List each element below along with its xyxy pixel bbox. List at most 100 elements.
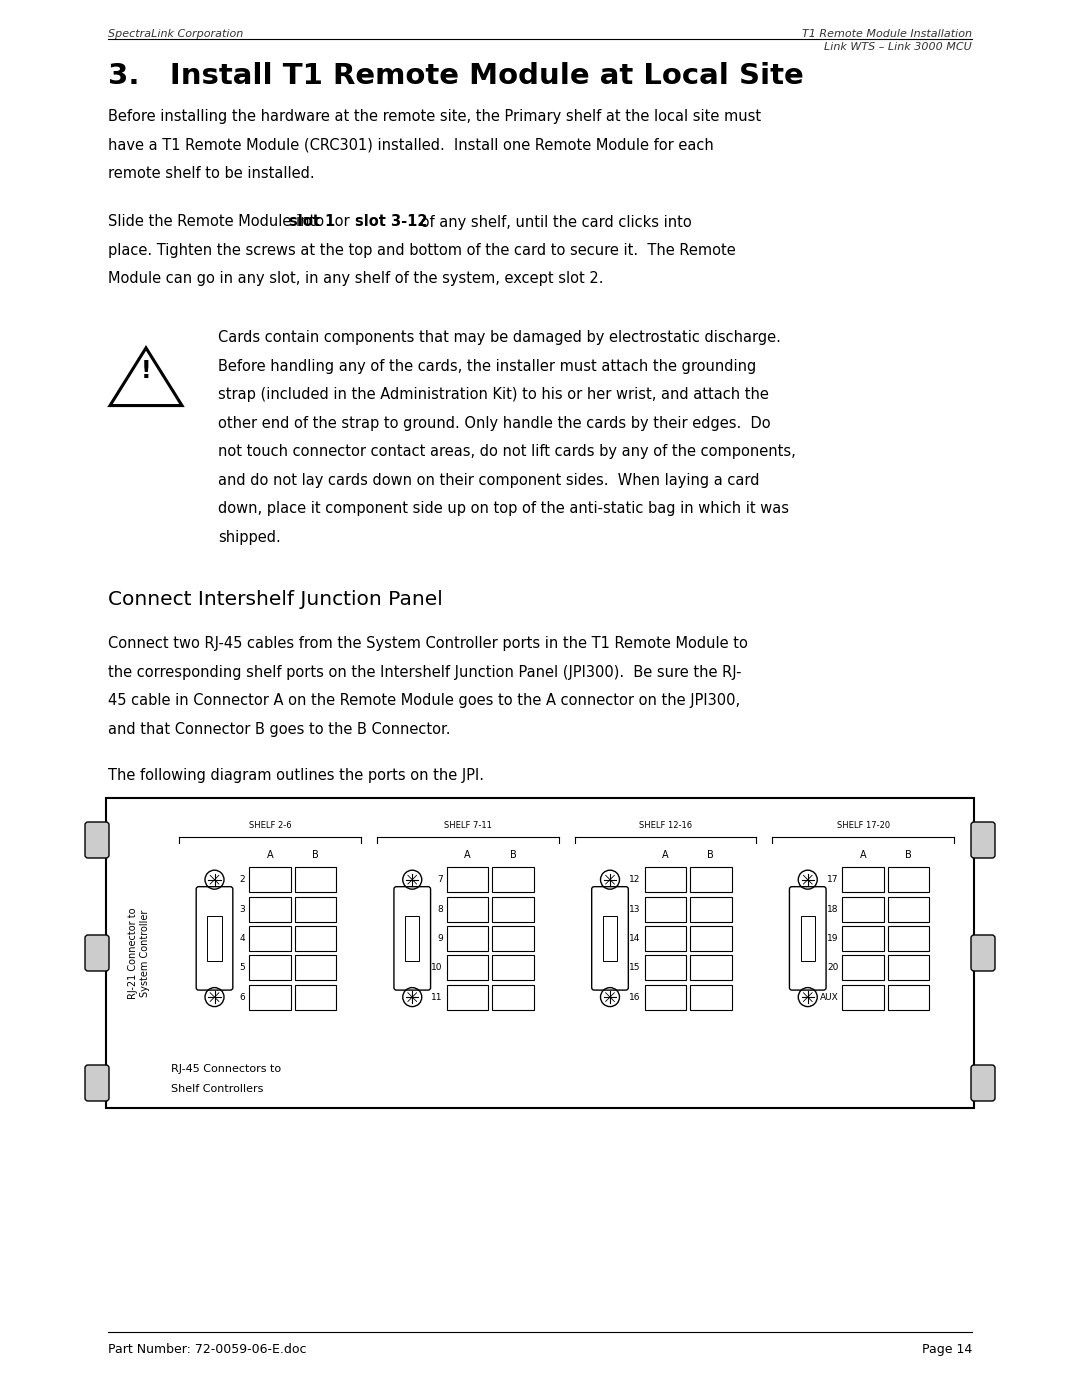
FancyBboxPatch shape bbox=[888, 868, 930, 893]
Text: T1 Remote Module Installation: T1 Remote Module Installation bbox=[802, 29, 972, 39]
FancyBboxPatch shape bbox=[888, 897, 930, 922]
FancyBboxPatch shape bbox=[249, 985, 291, 1010]
FancyBboxPatch shape bbox=[789, 887, 826, 990]
FancyBboxPatch shape bbox=[295, 926, 336, 951]
Text: AUX: AUX bbox=[820, 993, 838, 1002]
Text: Module can go in any slot, in any shelf of the system, except slot 2.: Module can go in any slot, in any shelf … bbox=[108, 271, 604, 286]
Text: 2: 2 bbox=[240, 875, 245, 884]
FancyBboxPatch shape bbox=[447, 985, 488, 1010]
Text: SHELF 7-11: SHELF 7-11 bbox=[444, 821, 491, 830]
Text: RJ-21 Connector to
System Controller: RJ-21 Connector to System Controller bbox=[129, 907, 150, 999]
Text: slot 3-12: slot 3-12 bbox=[355, 215, 428, 229]
FancyBboxPatch shape bbox=[690, 956, 731, 981]
Text: The following diagram outlines the ports on the JPI.: The following diagram outlines the ports… bbox=[108, 768, 484, 782]
Text: the corresponding shelf ports on the Intershelf Junction Panel (JPI300).  Be sur: the corresponding shelf ports on the Int… bbox=[108, 665, 742, 679]
Text: Cards contain components that may be damaged by electrostatic discharge.: Cards contain components that may be dam… bbox=[218, 330, 781, 345]
FancyBboxPatch shape bbox=[197, 887, 233, 990]
FancyBboxPatch shape bbox=[492, 985, 534, 1010]
FancyBboxPatch shape bbox=[690, 868, 731, 893]
FancyBboxPatch shape bbox=[842, 926, 883, 951]
Text: strap (included in the Administration Kit) to his or her wrist, and attach the: strap (included in the Administration Ki… bbox=[218, 387, 769, 402]
Text: Link WTS – Link 3000 MCU: Link WTS – Link 3000 MCU bbox=[824, 42, 972, 52]
FancyBboxPatch shape bbox=[85, 1065, 109, 1101]
Text: Connect Intershelf Junction Panel: Connect Intershelf Junction Panel bbox=[108, 590, 443, 609]
FancyBboxPatch shape bbox=[249, 897, 291, 922]
FancyBboxPatch shape bbox=[249, 956, 291, 981]
FancyBboxPatch shape bbox=[971, 821, 995, 858]
Text: Before handling any of the cards, the installer must attach the grounding: Before handling any of the cards, the in… bbox=[218, 359, 756, 373]
Text: 10: 10 bbox=[431, 964, 443, 972]
FancyBboxPatch shape bbox=[447, 897, 488, 922]
FancyBboxPatch shape bbox=[690, 926, 731, 951]
Text: A: A bbox=[267, 849, 273, 861]
FancyBboxPatch shape bbox=[249, 868, 291, 893]
FancyBboxPatch shape bbox=[690, 897, 731, 922]
Text: 9: 9 bbox=[437, 933, 443, 943]
FancyBboxPatch shape bbox=[295, 985, 336, 1010]
FancyBboxPatch shape bbox=[645, 985, 686, 1010]
Text: B: B bbox=[312, 849, 319, 861]
FancyBboxPatch shape bbox=[645, 956, 686, 981]
Text: 12: 12 bbox=[630, 875, 640, 884]
FancyBboxPatch shape bbox=[971, 935, 995, 971]
Text: shipped.: shipped. bbox=[218, 529, 281, 545]
Text: down, place it component side up on top of the anti-static bag in which it was: down, place it component side up on top … bbox=[218, 502, 789, 515]
FancyBboxPatch shape bbox=[492, 926, 534, 951]
Text: B: B bbox=[510, 849, 516, 861]
Text: B: B bbox=[707, 849, 714, 861]
FancyBboxPatch shape bbox=[492, 956, 534, 981]
FancyBboxPatch shape bbox=[207, 916, 221, 961]
Text: Connect two RJ-45 cables from the System Controller ports in the T1 Remote Modul: Connect two RJ-45 cables from the System… bbox=[108, 636, 747, 651]
FancyBboxPatch shape bbox=[85, 821, 109, 858]
FancyBboxPatch shape bbox=[971, 1065, 995, 1101]
Text: 15: 15 bbox=[630, 964, 640, 972]
FancyBboxPatch shape bbox=[447, 956, 488, 981]
FancyBboxPatch shape bbox=[888, 926, 930, 951]
Text: 17: 17 bbox=[827, 875, 838, 884]
Text: 45 cable in Connector A on the Remote Module goes to the A connector on the JPI3: 45 cable in Connector A on the Remote Mo… bbox=[108, 693, 740, 708]
Text: 4: 4 bbox=[240, 933, 245, 943]
Text: place. Tighten the screws at the top and bottom of the card to secure it.  The R: place. Tighten the screws at the top and… bbox=[108, 243, 735, 258]
FancyBboxPatch shape bbox=[645, 897, 686, 922]
Text: remote shelf to be installed.: remote shelf to be installed. bbox=[108, 166, 314, 182]
Text: A: A bbox=[860, 849, 866, 861]
Text: or: or bbox=[329, 215, 354, 229]
FancyBboxPatch shape bbox=[394, 887, 431, 990]
FancyBboxPatch shape bbox=[447, 868, 488, 893]
Text: SpectraLink Corporation: SpectraLink Corporation bbox=[108, 29, 243, 39]
FancyBboxPatch shape bbox=[690, 985, 731, 1010]
Text: 3: 3 bbox=[240, 904, 245, 914]
FancyBboxPatch shape bbox=[842, 985, 883, 1010]
Text: and do not lay cards down on their component sides.  When laying a card: and do not lay cards down on their compo… bbox=[218, 472, 759, 488]
FancyBboxPatch shape bbox=[592, 887, 629, 990]
Text: Before installing the hardware at the remote site, the Primary shelf at the loca: Before installing the hardware at the re… bbox=[108, 109, 761, 124]
Text: SHELF 2-6: SHELF 2-6 bbox=[248, 821, 292, 830]
FancyBboxPatch shape bbox=[492, 897, 534, 922]
Text: 16: 16 bbox=[630, 993, 640, 1002]
Text: A: A bbox=[662, 849, 669, 861]
FancyBboxPatch shape bbox=[800, 916, 815, 961]
Text: not touch connector contact areas, do not lift cards by any of the components,: not touch connector contact areas, do no… bbox=[218, 444, 796, 460]
Text: B: B bbox=[905, 849, 912, 861]
Text: and that Connector B goes to the B Connector.: and that Connector B goes to the B Conne… bbox=[108, 721, 450, 736]
FancyBboxPatch shape bbox=[492, 868, 534, 893]
FancyBboxPatch shape bbox=[295, 868, 336, 893]
Text: 5: 5 bbox=[240, 964, 245, 972]
FancyBboxPatch shape bbox=[85, 935, 109, 971]
Text: 11: 11 bbox=[431, 993, 443, 1002]
Text: 18: 18 bbox=[827, 904, 838, 914]
FancyBboxPatch shape bbox=[295, 897, 336, 922]
Text: 14: 14 bbox=[630, 933, 640, 943]
Text: of any shelf, until the card clicks into: of any shelf, until the card clicks into bbox=[416, 215, 691, 229]
Text: Slide the Remote Module into: Slide the Remote Module into bbox=[108, 215, 328, 229]
FancyBboxPatch shape bbox=[645, 926, 686, 951]
Text: Part Number: 72-0059-06-E.doc: Part Number: 72-0059-06-E.doc bbox=[108, 1343, 307, 1356]
Text: !: ! bbox=[140, 359, 151, 383]
Text: 8: 8 bbox=[437, 904, 443, 914]
Text: A: A bbox=[464, 849, 471, 861]
Text: 13: 13 bbox=[630, 904, 640, 914]
Text: SHELF 12-16: SHELF 12-16 bbox=[638, 821, 692, 830]
FancyBboxPatch shape bbox=[295, 956, 336, 981]
Text: slot 1: slot 1 bbox=[289, 215, 336, 229]
Text: 20: 20 bbox=[827, 964, 838, 972]
